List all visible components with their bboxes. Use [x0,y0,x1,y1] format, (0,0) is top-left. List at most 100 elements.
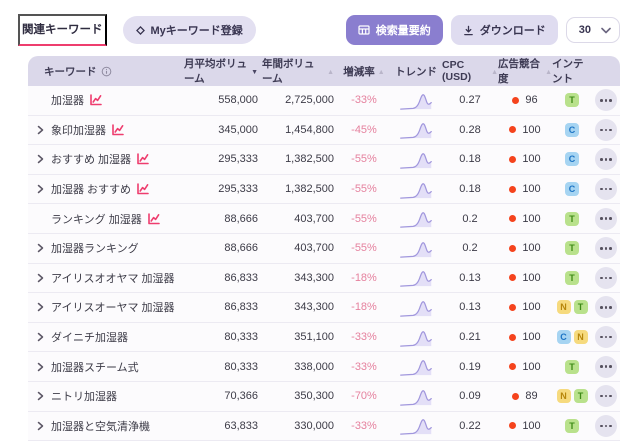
my-keywords-button[interactable]: Myキーワード登録 [122,16,256,44]
chevron-right-icon[interactable] [34,242,46,254]
ad-competition-cell: 100 [498,420,552,432]
intent-badge-T: T [565,359,579,374]
chart-line-icon[interactable] [136,183,149,195]
keyword-text: ランキング 加湿器 [51,213,142,226]
more-menu-button[interactable] [595,118,617,141]
ad-competition-cell: 100 [498,213,552,225]
more-menu-button[interactable] [595,89,617,112]
col-header-trend: トレンド [390,64,442,79]
tab-related-keywords[interactable]: 関連キーワード [18,14,107,46]
chevron-right-icon[interactable] [34,390,46,402]
chart-line-icon[interactable] [147,212,160,225]
cpc-value: 0.2 [462,242,478,255]
intent-badges: T [552,211,592,226]
competition-dot-icon [509,126,517,134]
more-menu-button[interactable] [595,237,617,260]
col-header-keyword[interactable]: キーワード [28,64,184,79]
table-row[interactable]: 加湿器と空気清浄機 63,833 330,000 -33% 0.22 100 T [28,411,620,441]
chevron-right-icon[interactable] [34,124,46,136]
menu-cell [592,355,620,378]
intent-badges: T [552,359,592,374]
col-label-keyword: キーワード [44,65,97,78]
chart-line-icon[interactable] [136,153,149,165]
intent-badge-C: C [565,152,579,167]
col-header-ad-competition[interactable]: 広告競合度 [498,56,552,86]
menu-cell [592,414,620,437]
monthly-volume: 86,833 [224,271,258,284]
cpc-value: 0.28 [459,123,481,136]
table-row[interactable]: 加湿器 おすすめ 295,333 1,382,500 -55% 0.18 100… [28,174,620,205]
chevron-right-icon[interactable] [34,272,46,284]
table-row[interactable]: 加湿器 558,000 2,725,000 -33% 0.27 96 T [28,86,620,116]
competition-value: 100 [522,271,541,284]
competition-dot-icon [509,274,517,282]
annual-volume: 1,382,500 [285,153,334,166]
table-row[interactable]: アイリスオーヤマ 加湿器 86,833 343,300 -18% 0.13 10… [28,293,620,323]
table-row[interactable]: おすすめ 加湿器 295,333 1,382,500 -55% 0.18 100… [28,145,620,175]
keyword-cell: 加湿器スチーム式 [28,359,184,375]
keyword-text: ニトリ加湿器 [51,391,117,404]
keyword-text: ダイニチ加湿器 [51,332,128,345]
cpc-value: 0.13 [459,271,481,284]
competition-value: 100 [522,242,541,255]
more-menu-button[interactable] [595,414,617,437]
chart-line-icon[interactable] [89,94,102,106]
chevron-right-icon[interactable] [34,301,46,313]
chevron-right-icon[interactable] [34,153,46,165]
table-row[interactable]: 加湿器スチーム式 80,333 338,000 -33% 0.19 100 T [28,352,620,382]
more-menu-button[interactable] [595,296,617,319]
download-button[interactable]: ダウンロード [450,15,558,45]
trend-sparkline [390,327,442,348]
search-volume-summary-button[interactable]: 検索量要約 [345,15,443,45]
chevron-right-icon[interactable] [34,361,46,373]
keyword-text: 加湿器と空気清浄機 [51,420,150,433]
sort-asc-icon[interactable] [327,66,334,77]
keyword-cell: アイリスオオヤマ 加湿器 [28,270,184,286]
table-row[interactable]: 象印加湿器 345,000 1,454,800 -45% 0.28 100 C [28,115,620,146]
sort-asc-icon[interactable] [491,66,498,77]
col-header-change-rate[interactable]: 増減率 [338,64,390,79]
info-icon[interactable] [101,66,112,77]
intent-badge-C: C [556,330,571,345]
col-header-monthly-volume[interactable]: 月平均ボリューム [184,56,262,86]
annual-volume: 343,300 [294,301,334,314]
chevron-right-icon[interactable] [34,331,46,343]
sort-asc-icon[interactable] [378,66,385,77]
intent-badge-T: T [565,211,579,226]
ad-competition-cell: 96 [498,94,552,106]
menu-cell [592,207,620,230]
change-rate: -55% [351,153,377,166]
table-row[interactable]: アイリスオオヤマ 加湿器 86,833 343,300 -18% 0.13 10… [28,263,620,294]
sort-asc-icon[interactable] [545,66,552,77]
chart-line-icon[interactable] [111,124,124,136]
more-menu-button[interactable] [595,178,617,201]
chevron-right-icon[interactable] [34,420,46,432]
more-menu-button[interactable] [595,385,617,408]
more-menu-button[interactable] [595,148,617,171]
chevron-right-icon[interactable] [34,183,46,195]
more-menu-button[interactable] [595,355,617,378]
more-menu-button[interactable] [595,266,617,289]
more-menu-button[interactable] [595,326,617,349]
table-row[interactable]: 加湿器ランキング 88,666 403,700 -55% 0.2 100 T [28,233,620,264]
sort-desc-icon[interactable] [251,66,258,77]
ad-competition-cell: 100 [498,272,552,284]
keyword-cell: おすすめ 加湿器 [28,151,184,167]
more-menu-button[interactable] [595,207,617,230]
table-row[interactable]: ランキング 加湿器 88,666 403,700 -55% 0.2 100 T [28,204,620,234]
page-size-select[interactable]: 30 [565,17,620,43]
competition-dot-icon [509,333,517,341]
col-header-annual-volume[interactable]: 年間ボリューム [262,56,338,86]
intent-badges: C [552,182,592,197]
keyword-text: 加湿器 [51,95,84,108]
col-header-cpc[interactable]: CPC (USD) [442,59,498,83]
competition-value: 100 [522,153,541,166]
ad-competition-cell: 100 [498,242,552,254]
cpc-value: 0.2 [462,212,478,225]
change-rate: -70% [351,390,377,403]
keyword-cell: 加湿器ランキング [28,240,184,256]
intent-badge-N: N [556,300,571,315]
keyword-cell: 加湿器 おすすめ [28,181,184,197]
